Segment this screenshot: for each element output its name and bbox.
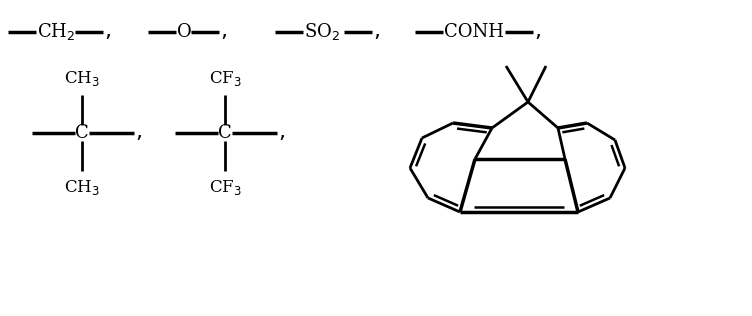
Text: CH$_3$: CH$_3$: [64, 69, 100, 88]
Text: CH$_3$: CH$_3$: [64, 178, 100, 197]
Text: ,: ,: [373, 21, 380, 41]
Text: CONH: CONH: [444, 23, 504, 41]
Text: O: O: [177, 23, 192, 41]
Text: ,: ,: [135, 122, 142, 142]
Text: SO$_2$: SO$_2$: [304, 21, 340, 42]
Text: CF$_3$: CF$_3$: [208, 178, 241, 197]
Text: CF$_3$: CF$_3$: [208, 69, 241, 88]
Text: CH$_2$: CH$_2$: [37, 21, 75, 42]
Text: ,: ,: [104, 21, 111, 41]
Text: ,: ,: [220, 21, 227, 41]
Text: ,: ,: [534, 21, 541, 41]
Text: C: C: [75, 124, 89, 142]
Text: C: C: [218, 124, 232, 142]
Text: ,: ,: [278, 122, 285, 142]
